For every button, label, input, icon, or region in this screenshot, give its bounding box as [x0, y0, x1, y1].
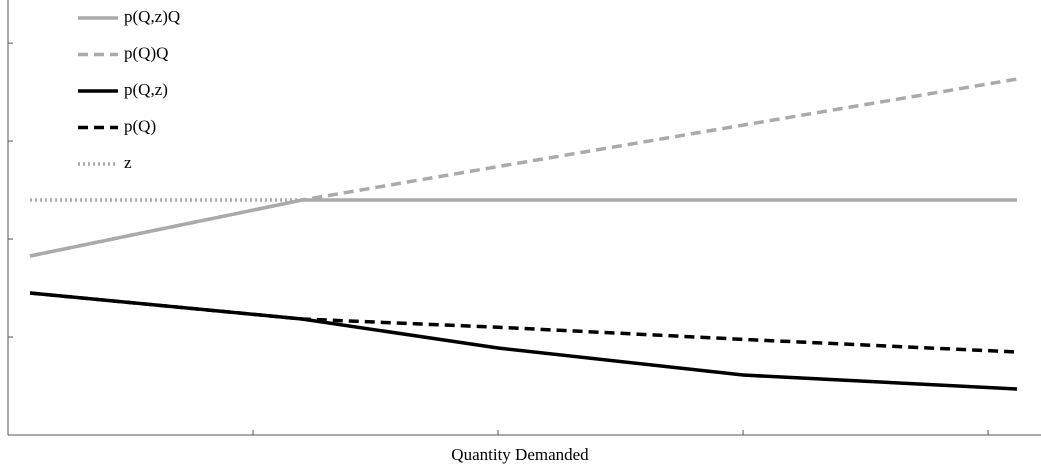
legend-label: p(Q,z)	[124, 80, 168, 99]
legend-label: z	[124, 153, 132, 172]
legend-label: p(Q)	[124, 116, 156, 135]
legend-label: p(Q,z)Q	[124, 7, 180, 26]
series-line	[29, 198, 1017, 258]
legend-label: p(Q)Q	[124, 43, 168, 62]
series-line	[29, 77, 1018, 258]
series-line	[29, 291, 1018, 354]
x-axis-label: Quantity Demanded	[451, 445, 589, 464]
